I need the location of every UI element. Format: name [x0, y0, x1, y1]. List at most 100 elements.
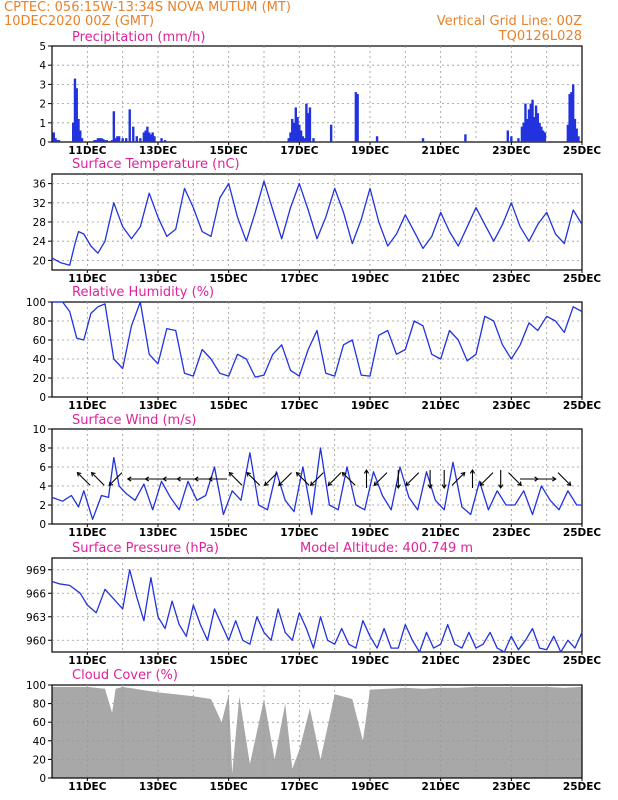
precipitation-bar: [77, 118, 80, 142]
precipitation-ytick-label: 0: [39, 137, 46, 149]
wind-direction-arrow: [278, 472, 292, 487]
model-altitude-label: Model Altitude: 400.749 m: [300, 541, 473, 556]
pressure-xtick-label: 23DEC: [492, 655, 531, 667]
precipitation-bar: [144, 130, 147, 142]
precipitation-bar: [289, 132, 292, 142]
precipitation-bar: [79, 130, 82, 142]
cloud-cover-ytick-label: 0: [39, 773, 46, 785]
humidity-panel: Relative Humidity (%) 0 20 40 60 80 100 11DEC 1…: [26, 285, 601, 412]
temperature-xtick-label: 17DEC: [280, 273, 319, 285]
precipitation-bar: [73, 78, 77, 142]
temperature-xtick-label: 13DEC: [139, 273, 178, 285]
precipitation-bar: [517, 138, 520, 142]
wind-series-line: [51, 447, 582, 520]
wind-xtick-label: 25DEC: [563, 527, 602, 539]
precipitation-bar: [329, 124, 333, 142]
precipitation-bar: [100, 138, 103, 142]
precipitation-bar: [571, 84, 575, 142]
temperature-title: Surface Temperature (nC): [72, 157, 240, 172]
wind-direction-arrow: [363, 468, 370, 488]
temperature-xtick-label: 25DEC: [563, 273, 602, 285]
temperature-ytick-label: 28: [33, 217, 46, 229]
humidity-ytick-label: 20: [33, 373, 46, 385]
precipitation-bar: [354, 92, 358, 142]
precipitation-bar: [128, 109, 131, 142]
wind-direction-arrow: [263, 472, 278, 487]
header-grid-note: Vertical Grid Line: 00Z: [437, 14, 582, 29]
precipitation-bar: [306, 113, 310, 142]
cloud-cover-area: [52, 686, 582, 778]
precipitation-bar: [112, 111, 116, 142]
humidity-ytick-label: 100: [26, 297, 46, 309]
precipitation-bar: [105, 140, 108, 142]
wind-direction-arrow: [451, 471, 466, 486]
precipitation-xtick-label: 15DEC: [210, 145, 249, 157]
precipitation-bar: [506, 130, 509, 142]
humidity-xtick-label: 13DEC: [139, 400, 178, 412]
wind-xtick-label: 13DEC: [139, 527, 178, 539]
pressure-ytick-label: 966: [26, 588, 46, 600]
wind-ytick-label: 0: [39, 519, 46, 531]
temperature-xtick-label: 23DEC: [492, 273, 531, 285]
pressure-series-line: [51, 569, 583, 653]
precipitation-bar: [464, 134, 467, 142]
precipitation-bar: [54, 138, 57, 142]
precipitation-bar: [75, 88, 78, 142]
precipitation-bar: [116, 136, 119, 142]
wind-direction-arrow: [327, 472, 342, 487]
humidity-xtick-label: 25DEC: [563, 400, 602, 412]
precipitation-bar: [540, 126, 543, 142]
wind-direction-arrow: [208, 476, 228, 482]
precipitation-bar: [522, 122, 525, 142]
precipitation-bar: [114, 138, 117, 142]
wind-direction-arrow: [126, 476, 146, 482]
precipitation-bar: [573, 118, 577, 142]
temperature-xtick-label: 15DEC: [210, 273, 249, 285]
wind-direction-arrow: [557, 472, 572, 487]
humidity-ytick-label: 80: [33, 316, 46, 328]
precipitation-bar: [291, 118, 294, 142]
precipitation-bar: [80, 138, 84, 142]
wind-direction-arrow: [228, 471, 243, 486]
wind-direction-arrow: [108, 472, 123, 487]
precipitation-bar: [298, 124, 301, 142]
wind-frame: [51, 428, 583, 525]
precipitation-bar: [107, 141, 110, 142]
wind-direction-arrow: [246, 471, 261, 486]
precipitation-ytick-label: 3: [39, 79, 46, 91]
precipitation-bar: [577, 136, 580, 142]
precipitation-bar: [570, 92, 573, 142]
wind-direction-arrow: [441, 470, 447, 490]
pressure-frame: [51, 557, 583, 653]
precipitation-ytick-label: 5: [39, 41, 46, 53]
wind-ytick-label: 4: [39, 481, 46, 493]
header-model-code: TQ0126L028: [498, 29, 582, 44]
precipitation-xtick-label: 13DEC: [139, 145, 178, 157]
cloud-cover-ytick-label: 80: [33, 699, 46, 711]
precipitation-bar: [117, 136, 121, 142]
precipitation-bar: [125, 138, 128, 142]
precipitation-bar: [56, 140, 59, 142]
pressure-ytick-label: 963: [26, 612, 46, 624]
precipitation-bar: [139, 138, 142, 142]
humidity-ytick-label: 40: [33, 354, 46, 366]
wind-direction-arrow: [469, 468, 476, 488]
cloud-cover-xtick-label: 25DEC: [563, 781, 602, 793]
wind-direction-arrow: [395, 470, 401, 490]
wind-xtick-label: 21DEC: [422, 527, 461, 539]
header-date: 10DEC2020 00Z (GMT): [4, 14, 154, 29]
precipitation-bar: [103, 140, 107, 142]
humidity-xtick-label: 11DEC: [68, 400, 107, 412]
temperature-series-line: [51, 180, 583, 266]
wind-direction-arrow: [479, 472, 494, 487]
pressure-xtick-label: 17DEC: [280, 655, 319, 667]
precipitation-bar: [149, 134, 153, 142]
humidity-ytick-label: 0: [39, 392, 46, 404]
temperature-panel: Surface Temperature (nC) 20 24 28 32 36 11DEC…: [33, 157, 602, 285]
precipitation-bar: [303, 138, 306, 142]
precipitation-bar: [94, 140, 98, 142]
wind-xtick-label: 23DEC: [492, 527, 531, 539]
precipitation-bar: [72, 122, 75, 142]
pressure-panel: Surface Pressure (hPa) Model Altitude: 4…: [26, 541, 601, 667]
